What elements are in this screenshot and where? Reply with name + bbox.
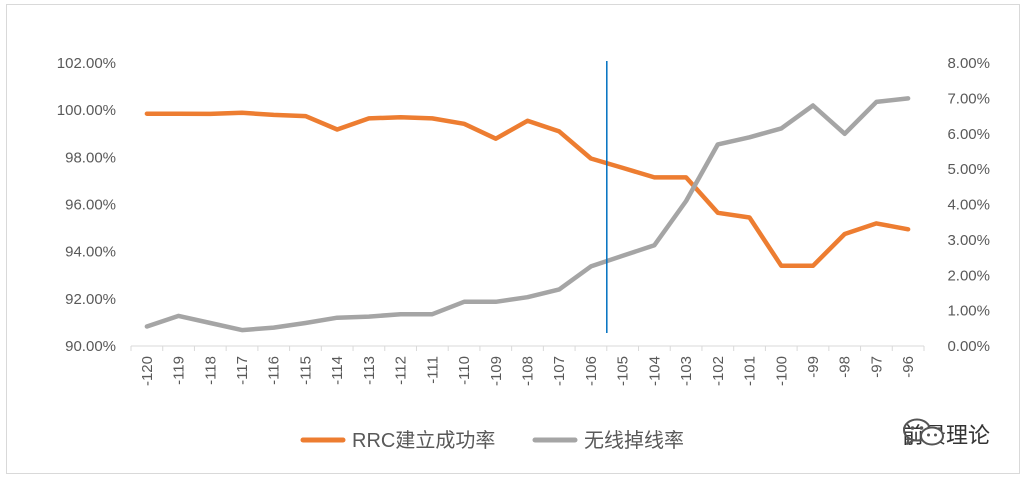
left-tick-label: 96.00%: [65, 197, 116, 214]
watermark: 前景理论: [902, 418, 990, 450]
x-tick-label: -106: [583, 356, 600, 386]
left-tick-label: 92.00%: [65, 291, 116, 308]
right-tick-label: 0.00%: [947, 338, 990, 355]
x-tick-label: -110: [456, 356, 473, 385]
series-line-drop-rate: [144, 96, 911, 333]
right-tick-label: 1.00%: [947, 303, 990, 320]
left-tick-label: 94.00%: [65, 244, 116, 261]
watermark-text: 前景理论: [901, 424, 990, 449]
left-tick-label: 100.00%: [57, 102, 116, 119]
series-layer: [144, 96, 911, 333]
left-tick-label: 90.00%: [65, 338, 116, 355]
x-tick-label: -113: [361, 356, 378, 385]
left-tick-label: 102.00%: [57, 55, 116, 72]
x-tick-label: -99: [805, 356, 822, 378]
right-tick-label: 8.00%: [947, 55, 990, 72]
x-axis: -120 -119 -118 -117 -116 -115 -114 -113 -112 -111…: [130, 346, 925, 386]
x-tick-label: -103: [678, 356, 695, 386]
x-tick-label: -118: [202, 356, 219, 385]
x-tick-label: -97: [868, 356, 885, 378]
x-tick-label: -104: [646, 356, 663, 386]
x-tick-label: -119: [171, 356, 188, 385]
x-tick-label: -111: [424, 356, 441, 384]
left-y-axis: 90.00% 92.00% 94.00% 96.00% 98.00% 100.00% 102…: [57, 55, 116, 355]
x-tick-label: -96: [900, 356, 917, 378]
right-tick-label: 4.00%: [947, 197, 990, 214]
legend-label-rrc: RRC建立成功率: [352, 429, 495, 452]
legend: RRC建立成功率 无线掉线率: [300, 429, 684, 452]
x-tick-label: -100: [773, 356, 790, 386]
right-tick-label: 6.00%: [947, 126, 990, 143]
x-tick-label: -114: [329, 356, 346, 385]
x-tick-label: -109: [488, 356, 505, 386]
x-tick-label: -102: [710, 356, 727, 386]
x-tick-label: -116: [266, 356, 283, 385]
x-tick-label: -117: [234, 356, 251, 385]
x-tick-label: -112: [393, 356, 410, 385]
x-tick-label: -107: [551, 356, 568, 386]
chart-frame: [6, 4, 1020, 474]
wechat-icon: [902, 418, 944, 446]
right-tick-label: 5.00%: [947, 161, 990, 178]
x-tick-label: -105: [615, 356, 632, 386]
x-tick-label: -115: [297, 356, 314, 385]
x-tick-label: -98: [837, 356, 854, 378]
x-tick-label: -120: [139, 356, 156, 386]
x-tick-label: -101: [742, 356, 759, 386]
right-tick-label: 7.00%: [947, 90, 990, 107]
series-line-rrc: [144, 110, 911, 269]
right-y-axis: 0.00% 1.00% 2.00% 3.00% 4.00% 5.00% 6.00% 7.00%…: [947, 55, 990, 355]
right-tick-label: 3.00%: [947, 232, 990, 249]
legend-label-drop-rate: 无线掉线率: [584, 429, 684, 452]
right-tick-label: 2.00%: [947, 267, 990, 284]
left-tick-label: 98.00%: [65, 149, 116, 166]
x-tick-label: -108: [520, 356, 537, 386]
